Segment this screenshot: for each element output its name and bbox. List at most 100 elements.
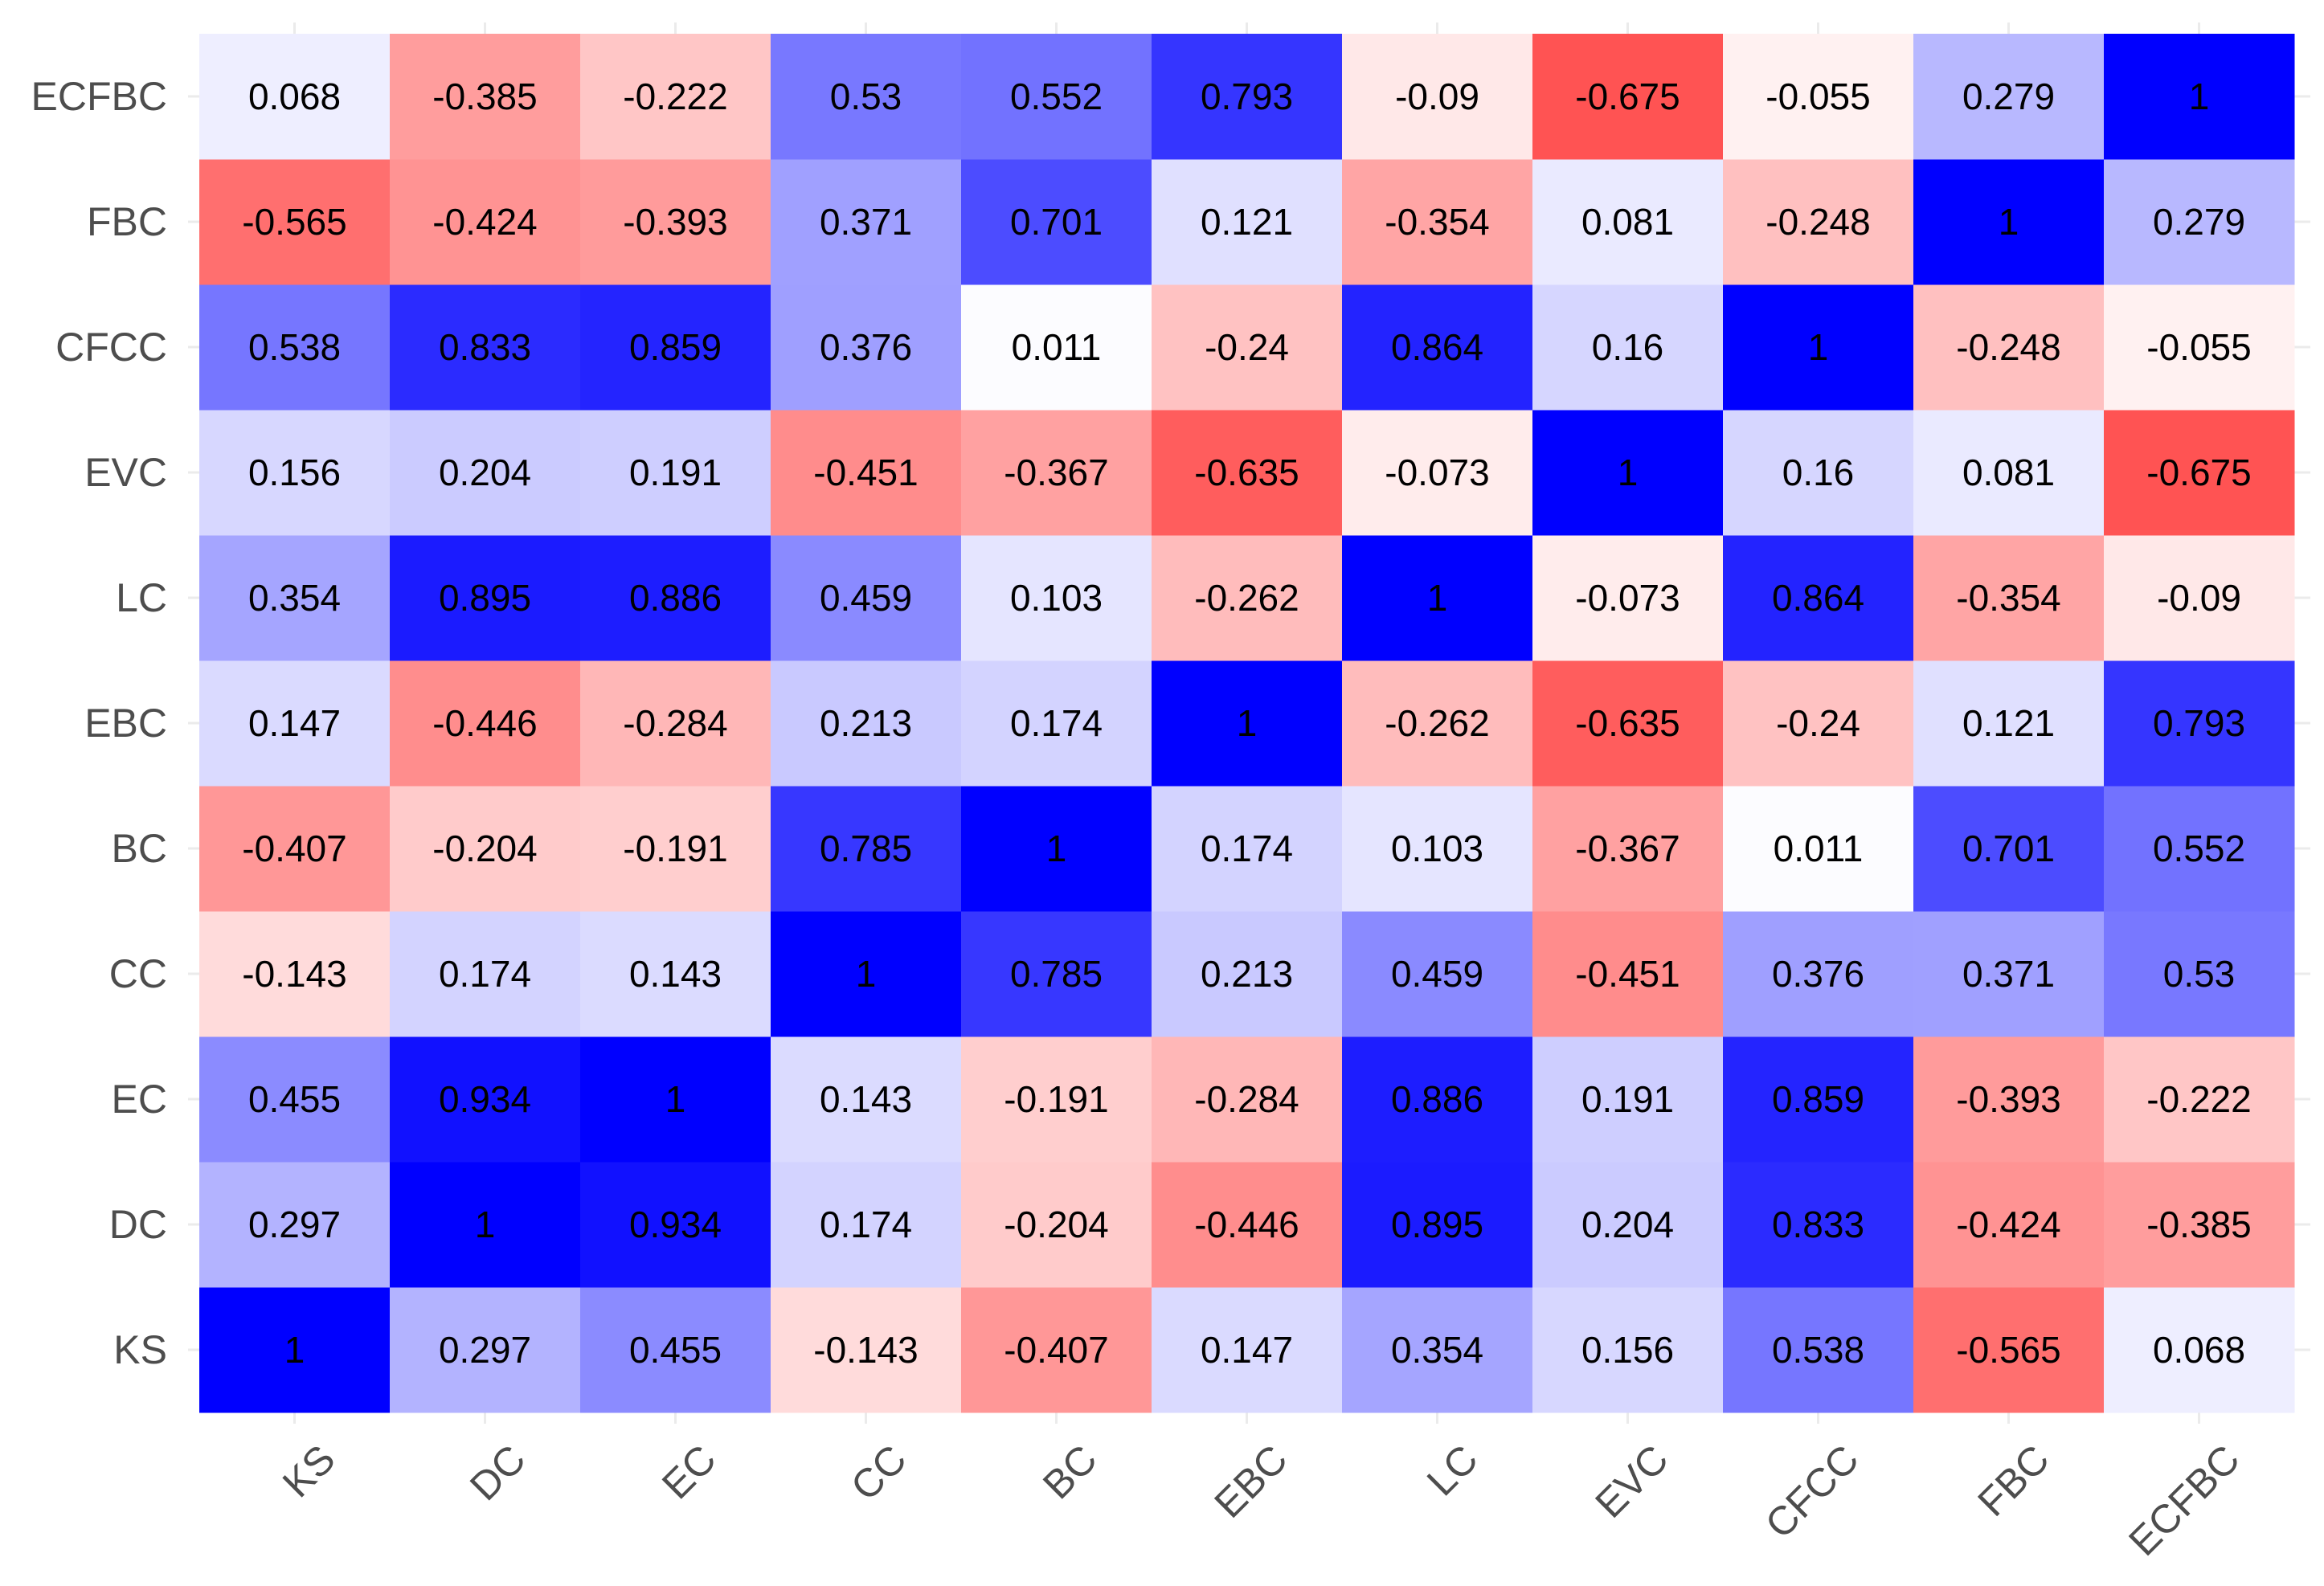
cell-value-label: 0.934 <box>439 1078 531 1120</box>
heatmap-cell <box>1913 34 2105 160</box>
heatmap-cell <box>390 660 581 787</box>
y-tick-label: EBC <box>84 701 167 746</box>
heatmap-cell <box>390 1036 581 1163</box>
x-tick-label: EBC <box>1205 1437 1295 1527</box>
cell-value-label: 0.279 <box>1962 76 2055 117</box>
cell-value-label: 0.121 <box>1962 702 2055 744</box>
x-tick-label: EC <box>653 1437 725 1508</box>
heatmap-cell <box>771 34 962 160</box>
cell-value-label: 1 <box>1808 326 1829 368</box>
cell-value-label: -0.675 <box>1575 76 1680 117</box>
heatmap-cell <box>1532 1162 1724 1288</box>
heatmap-cell <box>771 1287 962 1413</box>
cell-value-label: 0.538 <box>1772 1329 1864 1371</box>
cell-value-label: -0.262 <box>1194 577 1299 619</box>
heatmap-cell <box>961 284 1152 411</box>
cell-value-label: -0.367 <box>1004 452 1108 493</box>
cell-value-label: 1 <box>475 1204 496 1245</box>
heatmap-cell <box>390 1287 581 1413</box>
cell-value-label: -0.635 <box>1194 452 1299 493</box>
cell-value-label: 0.297 <box>439 1329 531 1371</box>
cell-value-label: 0.886 <box>1391 1078 1483 1120</box>
y-tick-label: BC <box>112 826 167 871</box>
cell-value-label: 0.934 <box>629 1204 722 1245</box>
cell-value-label: -0.393 <box>1956 1078 2060 1120</box>
cell-value-label: -0.424 <box>432 201 537 243</box>
heatmap-cell <box>1913 159 2105 285</box>
heatmap-cell <box>1152 911 1343 1037</box>
x-tick-label: ECFBC <box>2120 1437 2248 1564</box>
heatmap-cell <box>961 410 1152 536</box>
cell-value-label: 0.204 <box>1581 1204 1674 1245</box>
cell-value-label: 0.174 <box>820 1204 912 1245</box>
heatmap-cell <box>199 1287 391 1413</box>
heatmap-cell <box>2104 1162 2295 1288</box>
heatmap-cell <box>2104 535 2295 661</box>
y-tick-label: CC <box>109 951 167 996</box>
cell-value-label: 0.455 <box>248 1078 341 1120</box>
cell-value-label: -0.262 <box>1385 702 1489 744</box>
cell-value-label: 0.213 <box>1201 953 1293 995</box>
y-tick-label: KS <box>113 1327 167 1372</box>
cell-value-label: 0.297 <box>248 1204 341 1245</box>
cell-value-label: 0.785 <box>1010 953 1103 995</box>
cell-value-label: 0.376 <box>820 326 912 368</box>
heatmap-cell <box>1723 1287 1914 1413</box>
heatmap-cell <box>1913 660 2105 787</box>
cell-value-label: -0.367 <box>1575 828 1680 869</box>
cell-value-label: 1 <box>1046 828 1067 869</box>
cell-value-label: 0.174 <box>1010 702 1103 744</box>
heatmap-cell <box>580 1287 771 1413</box>
cell-value-label: 0.833 <box>439 326 531 368</box>
cell-value-label: -0.24 <box>1205 326 1289 368</box>
cell-value-label: -0.073 <box>1575 577 1680 619</box>
heatmap-cell <box>199 1036 391 1163</box>
x-tick-label: CFCC <box>1757 1437 1868 1547</box>
cell-value-label: 0.552 <box>2153 828 2245 869</box>
x-tick-label: LC <box>1418 1437 1487 1505</box>
heatmap-cell <box>1152 535 1343 661</box>
heatmap-cell <box>961 1287 1152 1413</box>
cell-value-label: 0.701 <box>1010 201 1103 243</box>
heatmap-cell <box>1152 410 1343 536</box>
heatmap-cell <box>2104 284 2295 411</box>
heatmap-cell <box>1723 1162 1914 1288</box>
cell-value-label: -0.191 <box>1004 1078 1108 1120</box>
cell-value-label: 0.147 <box>1201 1329 1293 1371</box>
heatmap-cell <box>961 1036 1152 1163</box>
cell-value-label: -0.424 <box>1956 1204 2060 1245</box>
cell-value-label: -0.222 <box>2146 1078 2251 1120</box>
cell-value-label: -0.248 <box>1956 326 2060 368</box>
cell-value-label: 0.886 <box>629 577 722 619</box>
heatmap-cell <box>1532 786 1724 912</box>
x-tick-label: BC <box>1034 1437 1106 1508</box>
heatmap-cell <box>1152 284 1343 411</box>
heatmap-cell <box>1152 786 1343 912</box>
cell-value-label: -0.204 <box>432 828 537 869</box>
heatmap-cell <box>1532 1036 1724 1163</box>
cell-value-label: -0.393 <box>623 201 727 243</box>
cell-value-label: 1 <box>1618 452 1639 493</box>
cell-value-label: 0.859 <box>629 326 722 368</box>
heatmap-cell <box>1532 34 1724 160</box>
cell-value-label: -0.191 <box>623 828 727 869</box>
cell-value-label: 0.895 <box>1391 1204 1483 1245</box>
heatmap-cell <box>390 535 581 661</box>
heatmap-cell <box>1723 911 1914 1037</box>
cell-value-label: 0.53 <box>2163 953 2236 995</box>
heatmap-cell <box>1342 1287 1533 1413</box>
cell-value-label: 0.011 <box>1774 828 1864 869</box>
cell-value-label: -0.073 <box>1385 452 1489 493</box>
heatmap-cell <box>2104 159 2295 285</box>
cell-value-label: 1 <box>1427 577 1448 619</box>
heatmap-cell <box>390 34 581 160</box>
heatmap-cell <box>1723 410 1914 536</box>
cell-value-label: -0.284 <box>1194 1078 1299 1120</box>
heatmap-cells <box>199 34 2295 1413</box>
cell-value-label: 0.191 <box>1581 1078 1674 1120</box>
heatmap-cell <box>1152 1287 1343 1413</box>
heatmap-cell <box>1532 284 1724 411</box>
cell-value-label: -0.248 <box>1766 201 1870 243</box>
x-axis-ticks: KS DC EC CC BC EBC LC EVC CFCC FBC ECFBC <box>274 1437 2248 1564</box>
heatmap-cell <box>1723 1036 1914 1163</box>
